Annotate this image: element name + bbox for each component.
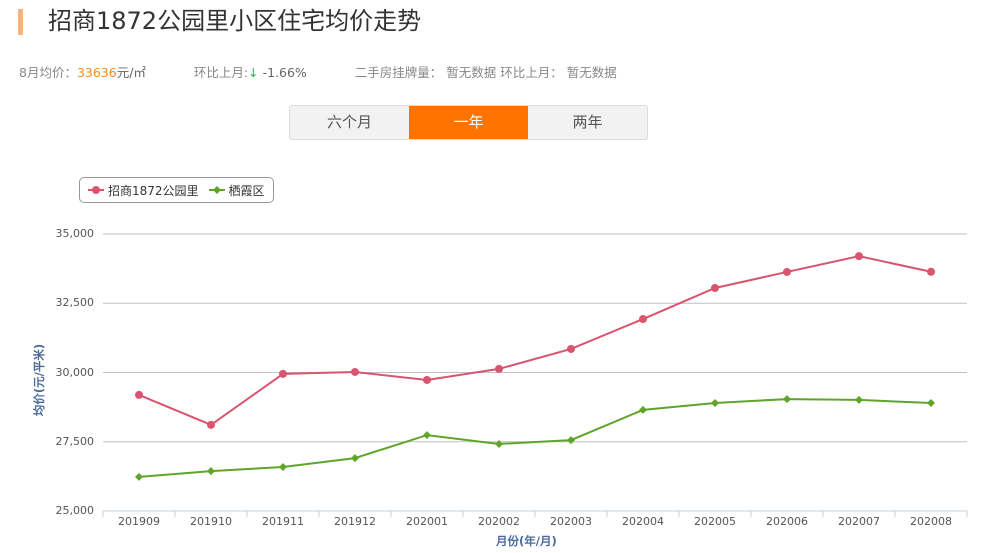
data-point[interactable] [567, 344, 575, 353]
tab-one-year[interactable]: 一年 [409, 106, 528, 139]
avg-price-unit: 元/㎡ [116, 65, 146, 80]
listing-mom-label: 环比上月： [500, 65, 563, 80]
mom-label: 环比上月: [193, 65, 249, 80]
data-point[interactable] [135, 390, 143, 399]
data-point[interactable] [927, 398, 935, 407]
chart-legend: 招商1872公园里 栖霞区 [79, 177, 274, 203]
data-point[interactable] [279, 369, 287, 378]
down-arrow-icon: ↓ [248, 65, 259, 80]
x-tick-label: 202007 [838, 515, 880, 528]
legend-item-district[interactable]: 栖霞区 [208, 182, 265, 199]
x-tick-label: 202002 [478, 515, 520, 528]
x-tick-label: 202003 [550, 515, 592, 528]
y-tick-label: 35,000 [55, 227, 95, 240]
data-point[interactable] [351, 367, 359, 376]
x-axis-title: 月份(年/月) [496, 534, 557, 548]
data-point[interactable] [423, 375, 431, 384]
data-point[interactable] [783, 395, 791, 404]
series-line-1 [138, 398, 932, 478]
data-point[interactable] [855, 252, 863, 261]
data-point[interactable] [207, 420, 215, 429]
data-point[interactable] [495, 364, 503, 373]
mom-value: -1.66% [262, 65, 307, 80]
data-point[interactable] [639, 405, 647, 414]
data-point[interactable] [855, 395, 863, 404]
x-tick-label: 202005 [694, 515, 736, 528]
data-point[interactable] [423, 431, 431, 440]
avg-price-value: 33636 [76, 65, 117, 80]
stats-row: 8月均价：33636元/㎡ 环比上月:↓ -1.66% 二手房挂牌量： 暂无数据… [19, 62, 617, 81]
data-point[interactable] [495, 439, 503, 448]
listing-value: 暂无数据 [446, 65, 497, 80]
y-tick-label: 27,500 [55, 434, 95, 448]
data-point[interactable] [567, 436, 575, 445]
legend-item-community[interactable]: 招商1872公园里 [88, 182, 199, 199]
data-point[interactable] [927, 267, 935, 276]
data-point[interactable] [783, 267, 791, 276]
legend-label-district: 栖霞区 [228, 183, 265, 198]
listing-mom-value: 暂无数据 [566, 65, 617, 80]
x-tick-label: 202006 [766, 515, 808, 528]
x-tick-label: 201910 [190, 515, 232, 528]
data-point[interactable] [711, 398, 719, 407]
data-point[interactable] [279, 462, 287, 471]
data-point[interactable] [711, 284, 719, 293]
avg-price-label: 8月均价： [19, 65, 77, 80]
y-axis-title: 均价(元/平米) [32, 343, 46, 417]
circle-marker-icon [88, 186, 104, 194]
period-tabs: 六个月 一年 两年 [289, 105, 648, 140]
tab-two-years[interactable]: 两年 [572, 113, 603, 131]
title-accent-bar [18, 9, 23, 35]
diamond-marker-icon [208, 186, 225, 194]
y-tick-label: 25,000 [55, 504, 95, 517]
data-point[interactable] [639, 315, 647, 324]
data-point[interactable] [207, 467, 215, 476]
legend-label-community: 招商1872公园里 [108, 183, 199, 198]
page-title: 招商1872公园里小区住宅均价走势 [48, 7, 422, 35]
x-tick-label: 201909 [118, 515, 160, 528]
x-tick-label: 201912 [334, 515, 376, 528]
listing-label: 二手房挂牌量： [354, 65, 443, 80]
data-point[interactable] [351, 454, 359, 463]
series-line-0 [138, 255, 932, 426]
x-tick-label: 201911 [262, 515, 304, 528]
data-point[interactable] [135, 472, 143, 481]
y-tick-label: 32,500 [55, 296, 95, 310]
x-tick-label: 202004 [622, 515, 664, 528]
y-tick-label: 30,000 [55, 365, 95, 379]
tab-six-months[interactable]: 六个月 [326, 113, 372, 131]
x-tick-label: 202008 [910, 515, 952, 528]
x-tick-label: 202001 [406, 515, 448, 528]
